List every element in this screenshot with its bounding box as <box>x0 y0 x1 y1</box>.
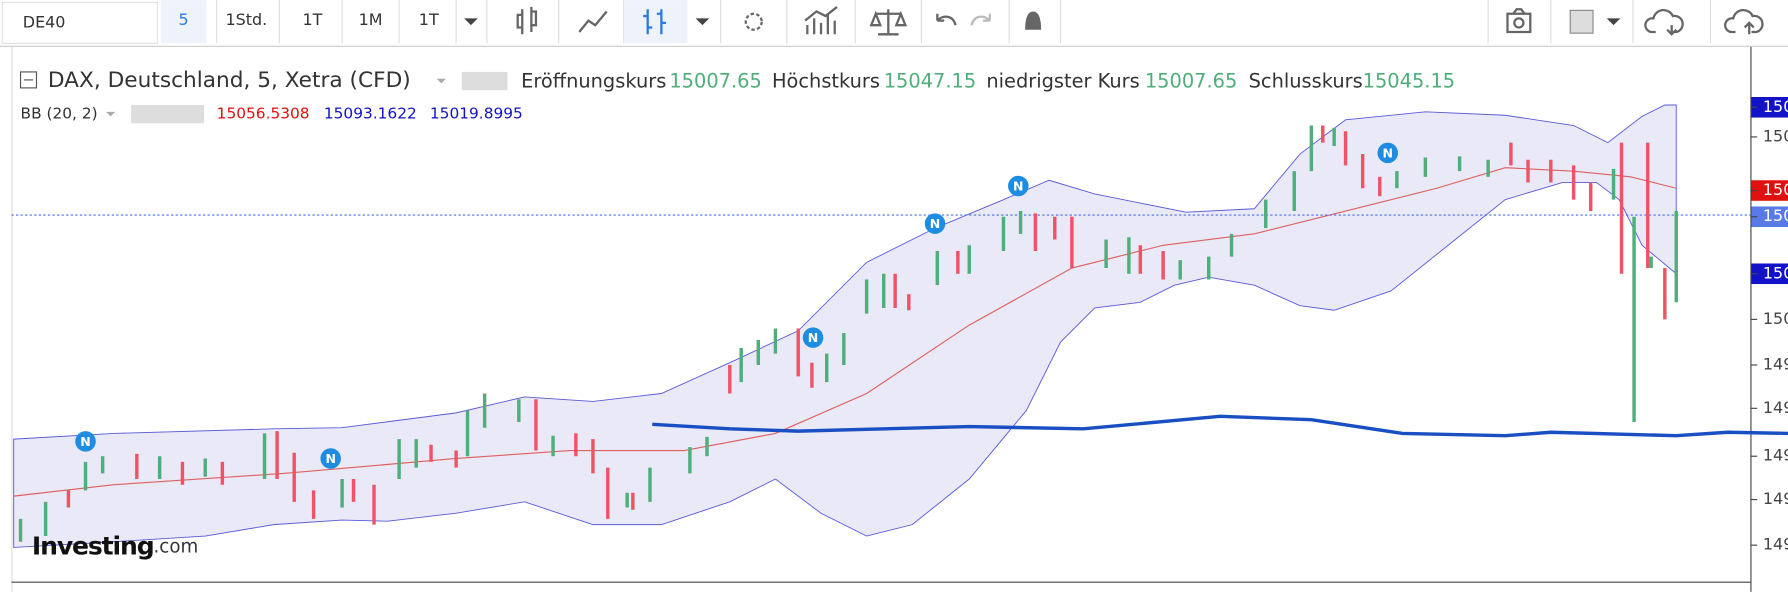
moving-average <box>652 414 1788 438</box>
logo-suffix: .com <box>154 536 199 557</box>
interval[interactable]: 1Std. <box>225 10 267 29</box>
logo: Investing.com <box>32 531 198 560</box>
ohlc-label: niedrigster Kurs <box>986 70 1139 93</box>
alert-icon[interactable] <box>1025 11 1042 30</box>
ohlc-value: 15047.15 <box>884 70 976 93</box>
symbol-box[interactable] <box>1 1 158 44</box>
indicator-value: 15093.1622 <box>324 105 417 123</box>
news-marker <box>1377 142 1399 164</box>
undo-icon[interactable] <box>936 13 957 26</box>
price-axis-label: 149 <box>1763 489 1788 508</box>
news-markers: N N N N N N <box>75 142 1399 469</box>
indicator-value: 15019.8995 <box>430 105 523 123</box>
news-marker <box>1008 175 1029 197</box>
logo-brand: Investing <box>32 531 154 560</box>
legend: DAX, Deutschland, 5, Xetra (CFD) Eröffnu… <box>19 68 1455 124</box>
ohlc-label: Schlusskurs <box>1249 70 1363 93</box>
news-marker-label: N <box>1013 179 1024 194</box>
price-axis-label: 149 <box>1763 535 1788 554</box>
label-bg <box>1751 263 1788 285</box>
news-marker <box>320 448 341 469</box>
layout-icon[interactable] <box>1569 9 1594 34</box>
dropdown[interactable] <box>695 18 710 26</box>
camera-lens <box>1513 17 1525 29</box>
save-icon[interactable] <box>1724 9 1764 35</box>
toolbar-bg <box>0 0 1788 46</box>
news-marker-label: N <box>80 434 91 449</box>
price-axis <box>1751 97 1788 285</box>
legend-icons[interactable] <box>461 71 508 91</box>
price-axis-label: 150 <box>1763 263 1788 282</box>
news-marker-label: N <box>325 451 335 466</box>
ohlc-label: Höchstkurs <box>772 70 880 93</box>
ohlc-value: 15007.65 <box>1145 70 1237 93</box>
load-icon[interactable] <box>1644 9 1684 36</box>
ohlc-value: 15045.15 <box>1363 70 1455 93</box>
news-marker-label: N <box>930 216 941 231</box>
bars-icon[interactable] <box>643 9 666 35</box>
candles-icon[interactable] <box>516 6 538 35</box>
indicators-icon[interactable] <box>804 6 838 35</box>
label-bg <box>1751 97 1788 118</box>
interval[interactable]: 1M <box>359 10 383 29</box>
price-axis-labels: 150 150 150 150 150 150 149 149 149 149 149 <box>1750 97 1788 554</box>
news-marker <box>802 327 824 348</box>
interval-selected-bg <box>160 0 207 44</box>
price-axis-label: 149 <box>1763 398 1788 417</box>
up-bars <box>18 125 1678 542</box>
price-axis-label: 150 <box>1763 97 1788 116</box>
dropdown[interactable] <box>106 111 116 117</box>
instrument-title: DAX, Deutschland, 5, Xetra (CFD) <box>48 68 411 93</box>
bollinger-band <box>13 104 1677 548</box>
interval[interactable]: 1T <box>419 10 439 29</box>
price-axis-label: 150 <box>1763 126 1788 145</box>
ohlc-label: Eröffnungskurs <box>521 70 666 93</box>
price-axis-label: 149 <box>1763 446 1788 465</box>
bollinger-mid <box>13 167 1677 497</box>
label-bg <box>1751 180 1788 201</box>
dropdown[interactable] <box>436 78 446 84</box>
price-axis-label: 149 <box>1763 354 1788 373</box>
settings-icon[interactable] <box>744 12 763 31</box>
ohlc-value: 15007.65 <box>669 70 761 93</box>
interval[interactable]: 5 <box>179 10 189 29</box>
symbol[interactable]: DE40 <box>23 12 66 31</box>
camera-icon[interactable] <box>1506 8 1532 34</box>
dropdown[interactable] <box>464 18 478 26</box>
compare-icon[interactable] <box>869 9 908 36</box>
interval[interactable]: 1T <box>302 10 322 29</box>
news-marker-label: N <box>1383 146 1394 161</box>
indicator-value: 15056.5308 <box>217 105 310 123</box>
dropdown[interactable] <box>1606 18 1621 26</box>
label-bg <box>1751 206 1788 228</box>
line-icon[interactable] <box>578 10 608 33</box>
indicator-icons[interactable] <box>131 104 205 124</box>
news-marker-label: N <box>808 330 819 345</box>
indicator-name: BB (20, 2) <box>21 105 98 123</box>
down-bars <box>66 125 1667 525</box>
selected-bg <box>624 0 688 44</box>
redo-icon[interactable] <box>970 13 991 26</box>
news-marker <box>924 213 946 234</box>
price-axis-label: 150 <box>1763 206 1788 225</box>
separators <box>216 0 1712 44</box>
toolbar: DE40 5 1Std. 1T 1M 1T <box>0 0 1788 47</box>
news-marker <box>75 431 96 452</box>
price-axis-label: 150 <box>1763 180 1788 199</box>
price-axis-label: 150 <box>1763 309 1788 328</box>
